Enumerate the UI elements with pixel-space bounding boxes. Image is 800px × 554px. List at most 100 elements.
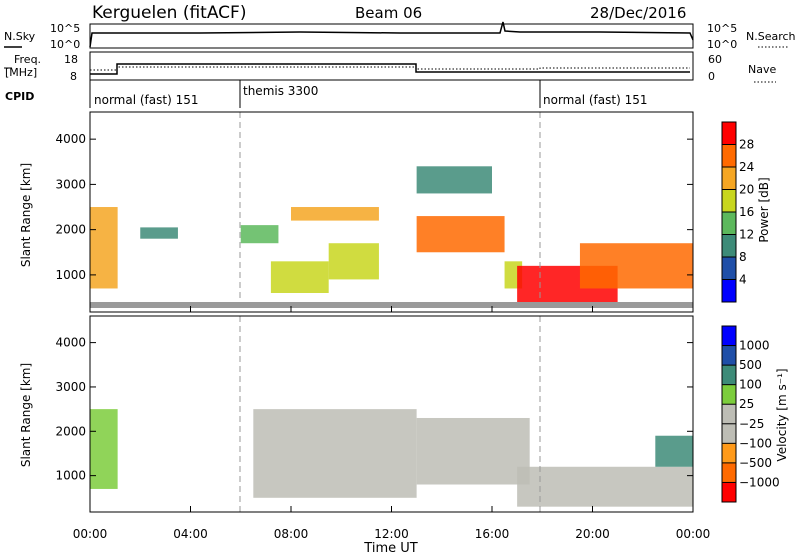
power-echo-region — [416, 216, 505, 253]
y-tick-label: 1000 — [55, 469, 86, 483]
cpid-panel: CPID normal (fast) 151 themis 3300 norma… — [5, 80, 647, 108]
colorbar-swatch — [722, 212, 736, 235]
power-colorbar-label: Power [dB] — [757, 177, 771, 242]
velocity-echo-region — [253, 409, 417, 498]
x-tick-label: 20:00 — [575, 527, 610, 541]
colorbar-tick-label: 8 — [739, 250, 747, 264]
colorbar-tick-label: 24 — [739, 160, 754, 174]
y-tick-label: 2000 — [55, 223, 86, 237]
colorbar-swatch — [722, 384, 736, 405]
colorbar-swatch — [722, 144, 736, 167]
y-tick-label: 4000 — [55, 336, 86, 350]
velocity-echo-region — [655, 435, 693, 467]
cpid-segment-3: normal (fast) 151 — [543, 93, 647, 107]
date-title: 28/Dec/2016 — [590, 4, 686, 22]
colorbar-swatch — [722, 257, 736, 280]
colorbar-swatch — [722, 326, 736, 346]
colorbar-tick-label: 12 — [739, 228, 754, 242]
power-echo-region — [270, 261, 329, 293]
colorbar-swatch — [722, 189, 736, 212]
power-y-ticks: 1000 2000 3000 4000 — [55, 132, 693, 282]
velocity-echo-regions — [90, 409, 693, 507]
velocity-ylabel: Slant Range [km] — [19, 363, 33, 467]
colorbar-swatch — [722, 122, 736, 145]
beam-title: Beam 06 — [355, 4, 422, 22]
colorbar-tick-label: 4 — [739, 273, 747, 287]
power-colorbar: 28 24 20 16 12 8 4 — [721, 121, 754, 303]
velocity-y-ticks: 1000 2000 3000 4000 — [55, 336, 693, 483]
station-title: Kerguelen (fitACF) — [92, 3, 246, 23]
colorbar-swatch — [722, 167, 736, 190]
cpid-segment-1: normal (fast) 151 — [94, 93, 198, 107]
x-tick-label: 04:00 — [173, 527, 208, 541]
nave-trace — [90, 66, 690, 71]
colorbar-tick-label: 16 — [739, 205, 754, 219]
nsky-tick-bottom: 10^0 — [50, 38, 80, 51]
nave-tick-top: 60 — [708, 53, 722, 66]
velocity-echo-region — [517, 466, 693, 507]
y-tick-label: 4000 — [55, 132, 86, 146]
nsearch-tick-top: 10^5 — [707, 22, 737, 35]
colorbar-tick-label: 25 — [739, 397, 754, 411]
colorbar-swatch — [722, 234, 736, 257]
cpid-label: CPID — [5, 90, 34, 103]
cpid-segment-2: themis 3300 — [243, 84, 318, 98]
time-axis-label: Time UT — [363, 541, 417, 554]
colorbar-swatch — [722, 345, 736, 366]
colorbar-frame — [721, 325, 737, 503]
colorbar-tick-label: 20 — [739, 183, 754, 197]
y-tick-label: 3000 — [55, 177, 86, 191]
colorbar-tick-label: −100 — [739, 436, 772, 450]
colorbar-tick-label: 500 — [739, 358, 762, 372]
nsky-label: N.Sky — [4, 30, 36, 43]
power-echo-region — [328, 243, 379, 280]
y-tick-label: 1000 — [55, 268, 86, 282]
y-tick-label: 2000 — [55, 424, 86, 438]
power-echo-region — [240, 225, 279, 244]
nsky-trace — [89, 21, 694, 48]
velocity-echo-region — [90, 409, 118, 489]
x-tick-label: 00:00 — [73, 527, 108, 541]
power-echo-region — [579, 243, 693, 289]
nsky-panel: N.Sky 10^5 10^0 N.Search 10^5 10^0 — [4, 21, 796, 51]
power-panel: 1000 2000 3000 4000 Slant Range [km] 28 24 20… — [19, 111, 771, 313]
colorbar-swatch — [722, 365, 736, 385]
x-tick-label: 08:00 — [274, 527, 309, 541]
colorbar-swatch — [722, 482, 736, 502]
y-tick-label: 3000 — [55, 380, 86, 394]
nsearch-tick-bottom: 10^0 — [707, 38, 737, 51]
nave-tick-bottom: 0 — [708, 70, 715, 83]
power-echo-region — [90, 207, 118, 289]
colorbar-swatch — [722, 443, 736, 463]
power-echo-region — [140, 227, 178, 239]
freq-tick-bottom: 8 — [70, 70, 77, 83]
velocity-colorbar-label: Velocity [m s⁻¹] — [775, 368, 789, 461]
velocity-panel: 1000 2000 3000 4000 Slant Range [km] 1000 50… — [19, 315, 789, 513]
power-echo-region — [291, 207, 379, 221]
nsky-tick-top: 10^5 — [50, 22, 80, 35]
velocity-colorbar: 1000 500 100 25 −25 −100 −500 −1000 — [721, 325, 780, 503]
colorbar-swatch — [722, 404, 736, 424]
x-tick-label: 16:00 — [475, 527, 510, 541]
colorbar-tick-label: 28 — [739, 138, 754, 152]
freq-label-2: [MHz] — [5, 66, 37, 79]
colorbar-tick-label: −500 — [739, 456, 772, 470]
colorbar-tick-label: −25 — [739, 417, 764, 431]
x-tick-label: 00:00 — [676, 527, 711, 541]
freq-tick-top: 18 — [64, 53, 78, 66]
x-tick-label: 12:00 — [374, 527, 409, 541]
power-ylabel: Slant Range [km] — [19, 163, 33, 267]
frequency-trace — [90, 63, 690, 75]
colorbar-tick-label: 100 — [739, 378, 762, 392]
velocity-echo-region — [416, 417, 530, 485]
frequency-panel: Freq. [MHz] 18 8 Nave 60 0 — [4, 51, 776, 83]
colorbar-swatch — [722, 423, 736, 444]
power-echo-region — [416, 166, 492, 194]
colorbar-tick-label: 1000 — [739, 339, 770, 353]
time-axis-ticks: 00:00 04:00 08:00 12:00 16:00 20:00 00:00 — [73, 306, 711, 541]
freq-label-1: Freq. — [14, 53, 41, 66]
nsearch-label: N.Search — [746, 30, 796, 43]
nave-label: Nave — [748, 63, 776, 76]
colorbar-swatch — [722, 462, 736, 483]
